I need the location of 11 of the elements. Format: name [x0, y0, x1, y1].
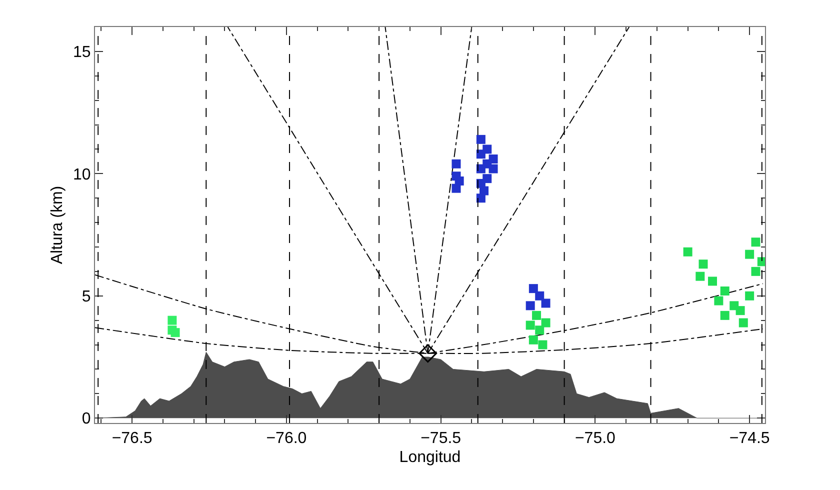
- x-tick-label: −76.0: [266, 430, 307, 448]
- x-axis-title: Longitud: [399, 448, 461, 466]
- y-axis-title: Altura (km): [48, 186, 66, 264]
- y-tick-label: 0: [82, 410, 91, 428]
- x-tick-label: −75.0: [574, 430, 616, 448]
- y-tick-label: 5: [82, 288, 91, 306]
- y-tick-label: 10: [73, 166, 91, 184]
- x-tick-label: −76.5: [112, 430, 152, 448]
- x-tick-label: −75.5: [420, 430, 462, 448]
- x-tick-label: −74.5: [729, 430, 770, 448]
- y-tick-label: 15: [73, 44, 91, 62]
